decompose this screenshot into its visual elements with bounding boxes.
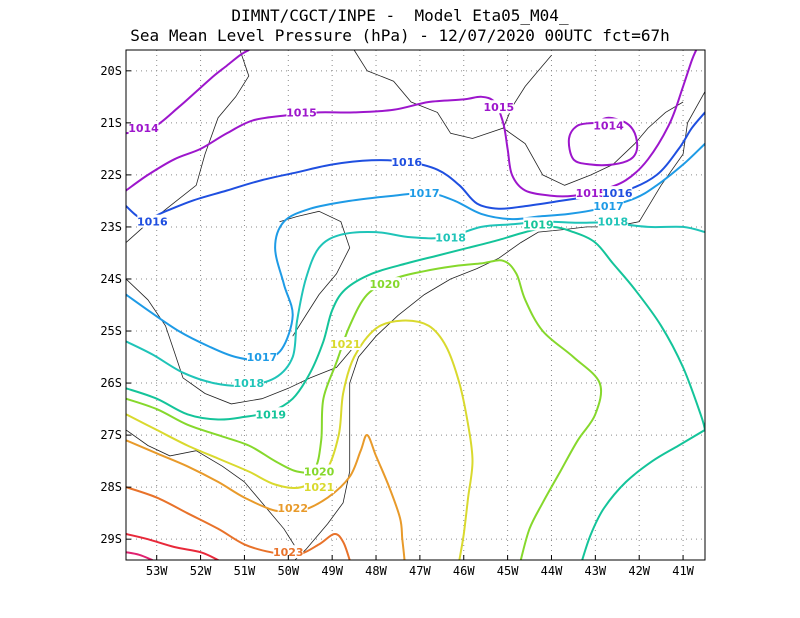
isobar-label-bg — [233, 376, 264, 390]
isobar-label-1015: 1015 — [286, 106, 317, 119]
coastline-segment — [502, 54, 552, 129]
x-tick-label: 44W — [541, 564, 563, 578]
isobar-1019 — [581, 428, 705, 560]
x-tick-label: 42W — [628, 564, 650, 578]
isobar-1021 — [126, 319, 474, 560]
isobar-label-1017: 1017 — [247, 351, 278, 364]
isobar-label-1019: 1019 — [255, 408, 286, 421]
coastline-segment — [126, 429, 298, 550]
x-tick-label: 45W — [497, 564, 519, 578]
isobar-1024 — [126, 533, 220, 560]
isobar-label-1019: 1019 — [523, 218, 554, 231]
isobar-label-1016: 1016 — [602, 187, 633, 200]
isobar-label-bg — [602, 186, 633, 200]
isobar-label-bg — [286, 105, 317, 119]
isobar-label-1022: 1022 — [277, 502, 308, 515]
isobar-label-1015: 1015 — [576, 187, 607, 200]
y-tick-label: 20S — [100, 64, 122, 78]
coastline-segment — [353, 50, 684, 186]
x-tick-label: 43W — [584, 564, 606, 578]
y-tick-label: 23S — [100, 220, 122, 234]
x-tick-label: 49W — [321, 564, 343, 578]
isobar-1025 — [126, 551, 154, 560]
isobar-label-1018: 1018 — [598, 216, 629, 229]
x-tick-label: 51W — [234, 564, 256, 578]
isobar-1022 — [126, 434, 406, 560]
isobar-label-1016: 1016 — [391, 156, 422, 169]
isobar-label-bg — [255, 407, 286, 421]
y-tick-label: 26S — [100, 376, 122, 390]
isobar-1016 — [126, 111, 705, 221]
y-tick-label: 29S — [100, 532, 122, 546]
chart-title-line1: DIMNT/CGCT/INPE - Model Eta05_M04_ — [231, 6, 569, 25]
isobar-label-bg — [523, 217, 554, 231]
coastline-segment — [126, 50, 250, 243]
isobar-label-bg — [575, 186, 606, 200]
isobar-1014 — [126, 50, 250, 135]
x-tick-label: 50W — [277, 564, 299, 578]
isobar-label-1017: 1017 — [409, 187, 440, 200]
isobars — [126, 50, 705, 560]
y-tick-label: 22S — [100, 168, 122, 182]
x-tick-label: 53W — [146, 564, 168, 578]
isobar-label-1021: 1021 — [304, 481, 335, 494]
isobar-label-bg — [273, 545, 304, 559]
isobar-label-1014: 1014 — [593, 119, 624, 132]
x-tick-label: 48W — [365, 564, 387, 578]
y-tick-label: 24S — [100, 272, 122, 286]
isobar-label-bg — [435, 230, 466, 244]
isobar-label-1023: 1023 — [273, 546, 304, 559]
x-tick-label: 41W — [672, 564, 694, 578]
coastline — [126, 50, 705, 560]
isobar-1023 — [126, 486, 351, 560]
isobar-1020 — [126, 259, 603, 560]
chart-title-line2: Sea Mean Level Pressure (hPa) - 12/07/20… — [130, 26, 670, 45]
isobar-label-bg — [369, 277, 400, 291]
isobar-label-1017: 1017 — [593, 200, 624, 213]
isobar-label-1021: 1021 — [330, 338, 361, 351]
y-tick-label: 21S — [100, 116, 122, 130]
x-tick-label: 52W — [190, 564, 212, 578]
y-tick-label: 27S — [100, 428, 122, 442]
isobar-label-1020: 1020 — [369, 278, 400, 291]
isobar-label-bg — [277, 500, 308, 514]
isobar-label-1018: 1018 — [234, 377, 265, 390]
isobar-label-bg — [246, 350, 277, 364]
isobar-1019 — [126, 225, 705, 431]
isobar-label-bg — [137, 214, 168, 228]
y-tick-label: 25S — [100, 324, 122, 338]
plot-frame — [125, 49, 706, 561]
isobar-1014 — [567, 116, 639, 167]
isobar-label-1016: 1016 — [137, 216, 168, 229]
x-tick-label: 46W — [453, 564, 475, 578]
isobar-label-bg — [391, 154, 422, 168]
isobar-label-1015: 1015 — [484, 101, 515, 114]
isobar-1017 — [126, 142, 705, 362]
isobar-label-bg — [409, 186, 440, 200]
isobar-label-bg — [304, 464, 334, 478]
isobar-label-bg — [593, 118, 624, 132]
y-tick-label: 28S — [100, 480, 122, 494]
isobar-label-bg — [593, 199, 624, 213]
isobar-1018 — [126, 220, 705, 387]
grid-lines — [126, 50, 705, 560]
axis-ticks: 53W 52W 51W 50W 49W 48W 47W 46W 45W 44W 43W 42W 41W 2… — [100, 64, 694, 578]
coastline-segment — [279, 210, 351, 337]
x-tick-label: 47W — [409, 564, 431, 578]
isobar-label-1020: 1020 — [304, 466, 335, 479]
isobar-label-bg — [304, 480, 334, 494]
isobar-label-bg — [483, 100, 514, 114]
isobar-label-bg — [597, 214, 628, 228]
isobar-label-1014: 1014 — [128, 122, 159, 135]
isobar-label-1018: 1018 — [435, 231, 466, 244]
coastline-segment — [294, 91, 705, 560]
isobar-label-bg — [128, 121, 159, 135]
isobar-label-bg — [330, 337, 361, 351]
